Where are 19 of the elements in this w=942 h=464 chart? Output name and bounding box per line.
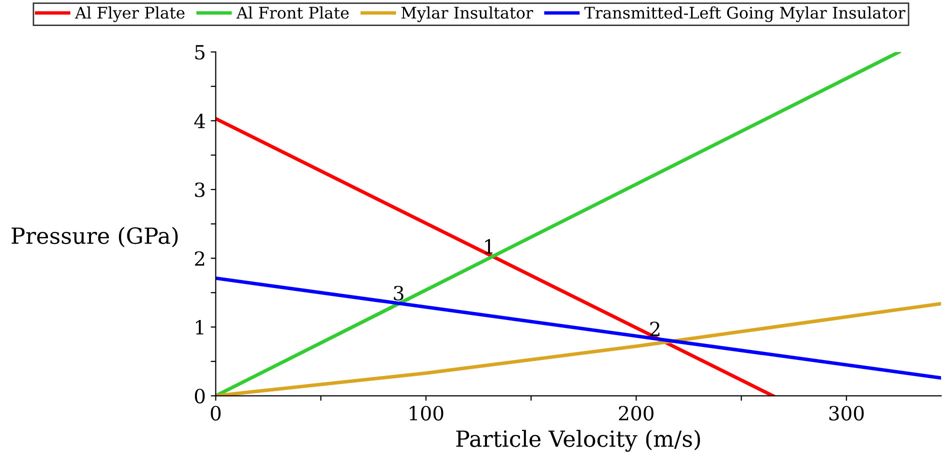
x-tick-label: 100 (410, 406, 444, 421)
legend-label: Mylar Insultator (401, 6, 534, 22)
annotation: 2 (650, 322, 660, 336)
x-tick-label: 300 (829, 406, 864, 421)
y-tick-label: 0 (194, 388, 205, 404)
y-tick-label: 1 (196, 320, 204, 334)
y-tick-label: 3 (195, 182, 205, 198)
x-tick-label: 200 (618, 406, 654, 421)
legend-label: Al Flyer Plate (74, 6, 185, 22)
annotation: 1 (485, 239, 492, 254)
x-tick-label: 0 (210, 406, 221, 421)
y-tick-label: 4 (194, 114, 206, 128)
y-axis-title: Pressure (GPa) (12, 226, 178, 248)
legend-label: Transmitted-Left Going Mylar Insulator (584, 6, 906, 22)
legend-label: Al Front Plate (236, 6, 349, 19)
annotation: 3 (394, 286, 404, 301)
y-tick-label: 2 (194, 251, 204, 266)
x-axis-title: Particle Velocity (m/s) (456, 430, 700, 452)
y-tick-label: 5 (195, 45, 204, 60)
